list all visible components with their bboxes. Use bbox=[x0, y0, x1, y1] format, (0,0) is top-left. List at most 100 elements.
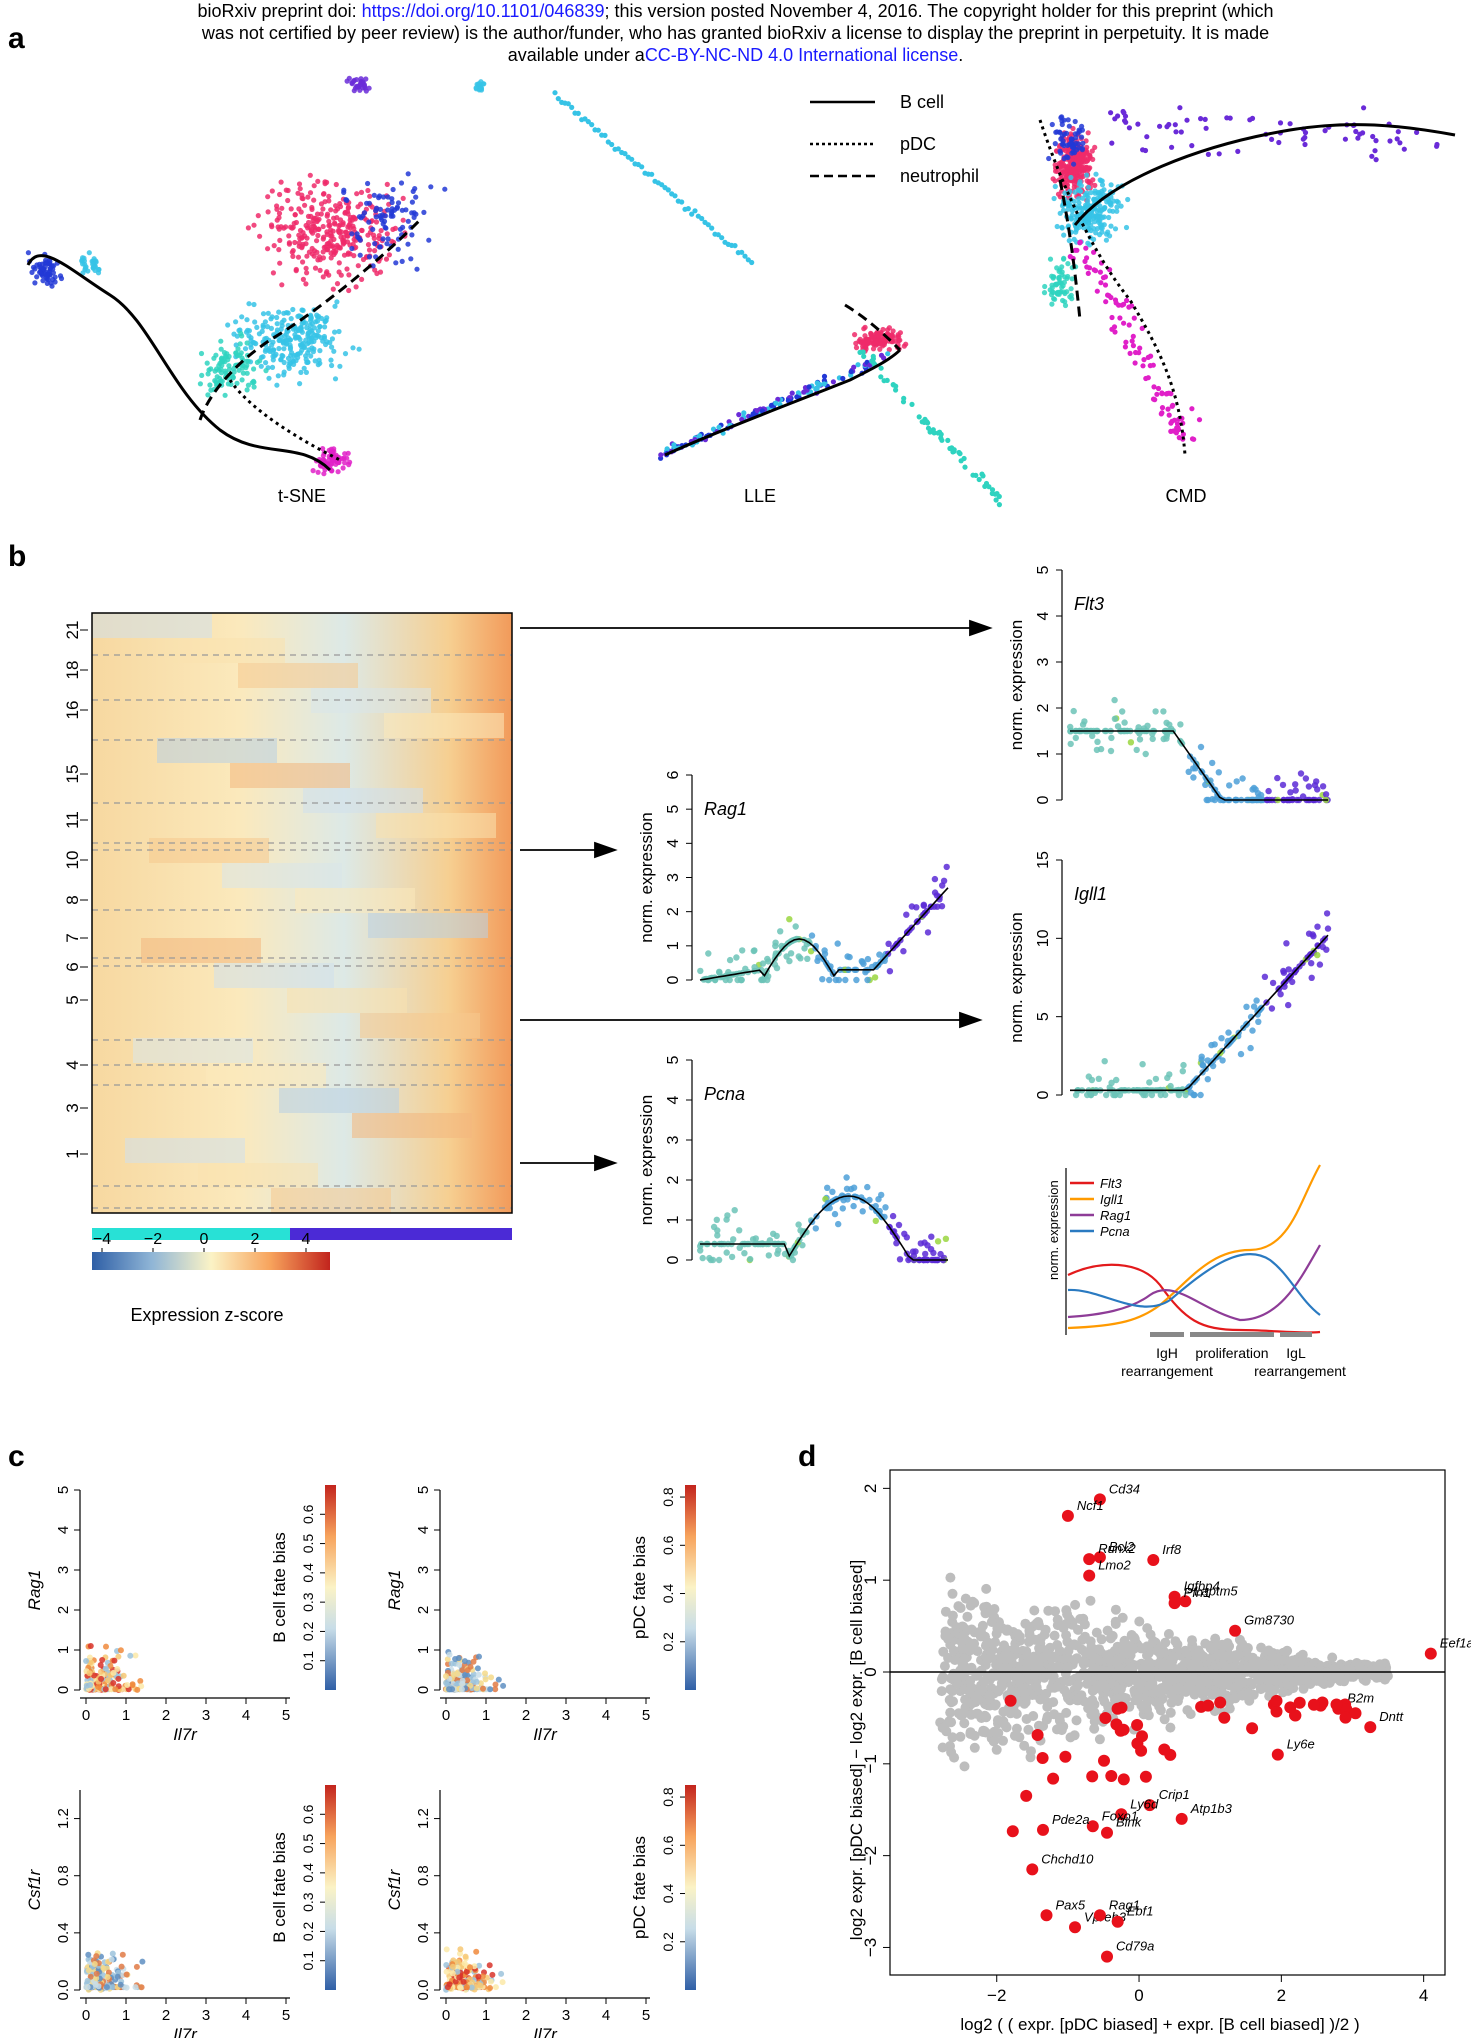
cell-point bbox=[340, 221, 346, 228]
cell-point bbox=[473, 1948, 480, 1955]
cell-point bbox=[1314, 951, 1321, 959]
cell-point bbox=[269, 314, 275, 320]
cell-point bbox=[300, 276, 306, 282]
cell-point bbox=[87, 1682, 94, 1688]
cell-point bbox=[1072, 734, 1080, 742]
cell-point bbox=[1197, 743, 1205, 751]
cell-point bbox=[943, 863, 950, 871]
cell-point bbox=[1121, 110, 1127, 116]
cell-point bbox=[1076, 181, 1082, 187]
cell-point bbox=[812, 1225, 819, 1232]
cell-point bbox=[271, 243, 277, 249]
cell-point bbox=[224, 351, 230, 357]
heatmap-row-label: 5 bbox=[63, 995, 82, 1004]
cell-point bbox=[786, 957, 793, 965]
cell-point bbox=[270, 270, 276, 276]
cell-point bbox=[1233, 778, 1240, 785]
cell-point bbox=[866, 1196, 873, 1204]
cell-point bbox=[1353, 128, 1359, 135]
cell-point bbox=[1052, 141, 1058, 147]
cell-point bbox=[413, 211, 419, 217]
cell-point bbox=[552, 90, 558, 96]
cell-point bbox=[1249, 1027, 1256, 1034]
cell-point bbox=[265, 246, 271, 252]
cell-point bbox=[749, 1236, 757, 1243]
x-tick-label: 5 bbox=[282, 2007, 290, 2024]
cell-point bbox=[349, 217, 355, 223]
gene-point bbox=[947, 1588, 958, 1599]
heatmap-cluster-band bbox=[165, 638, 285, 663]
cell-point bbox=[332, 376, 339, 382]
cell-point bbox=[1360, 130, 1366, 136]
cell-point bbox=[629, 156, 635, 162]
doi-link[interactable]: https://doi.org/10.1101/046839 bbox=[361, 1, 605, 21]
cell-point bbox=[372, 267, 378, 273]
cell-point bbox=[795, 953, 802, 960]
cell-point bbox=[199, 372, 205, 378]
cell-point bbox=[1085, 195, 1091, 201]
cell-point bbox=[1108, 110, 1114, 116]
cell-point bbox=[317, 267, 323, 273]
cell-point bbox=[297, 186, 303, 192]
cell-point bbox=[873, 338, 879, 344]
cell-point bbox=[97, 1662, 104, 1668]
cell-point bbox=[344, 455, 350, 461]
cell-point bbox=[855, 362, 861, 368]
cell-point bbox=[709, 225, 715, 231]
cell-point bbox=[457, 1950, 463, 1957]
fate-bias-colorbar bbox=[685, 1485, 696, 1690]
cell-point bbox=[861, 339, 867, 345]
cell-point bbox=[772, 939, 779, 946]
cell-point bbox=[492, 1984, 499, 1991]
cell-point bbox=[715, 232, 721, 238]
cell-point bbox=[226, 363, 232, 369]
cell-point bbox=[283, 187, 289, 193]
cell-point bbox=[896, 334, 902, 340]
gene-point bbox=[1110, 1604, 1121, 1615]
cell-point bbox=[1126, 304, 1132, 310]
cell-point bbox=[264, 324, 271, 330]
cell-point bbox=[303, 369, 309, 375]
cell-point bbox=[488, 1674, 495, 1681]
y-tick-label: 5 bbox=[55, 1486, 72, 1494]
smoothed-trend bbox=[700, 1195, 948, 1261]
cell-point bbox=[789, 390, 795, 396]
cell-point bbox=[870, 346, 877, 352]
cell-point bbox=[942, 1235, 950, 1242]
cell-point bbox=[367, 193, 373, 199]
zscore-colorbar-ticks: −4 −2 0 2 4 bbox=[93, 1231, 311, 1252]
ma-background-points bbox=[935, 1572, 1393, 1772]
y-axis-label: Rag1 bbox=[385, 1570, 404, 1611]
cell-point bbox=[395, 200, 402, 206]
heatmap-cluster-band bbox=[230, 763, 350, 788]
cell-point bbox=[882, 1204, 889, 1211]
cell-point bbox=[783, 953, 790, 960]
cell-point bbox=[100, 1965, 107, 1972]
cell-point bbox=[881, 342, 887, 348]
panel-b-label: b bbox=[8, 540, 27, 573]
x-axis-label: Il7r bbox=[533, 2025, 558, 2038]
cell-point bbox=[1076, 196, 1082, 202]
gene-point bbox=[1165, 1722, 1176, 1733]
cell-point bbox=[1243, 1003, 1250, 1010]
cell-point bbox=[299, 307, 305, 313]
license-link[interactable]: CC-BY-NC-ND 4.0 International license bbox=[644, 45, 959, 65]
cell-point bbox=[1108, 182, 1114, 188]
cell-point bbox=[251, 384, 257, 390]
cell-point bbox=[857, 349, 863, 355]
cell-point bbox=[806, 384, 812, 390]
cell-point bbox=[120, 1672, 127, 1679]
cell-point bbox=[893, 1240, 900, 1247]
cell-point bbox=[353, 77, 360, 83]
cell-point bbox=[218, 338, 224, 344]
cell-point bbox=[1110, 1091, 1117, 1099]
cell-point bbox=[281, 359, 287, 366]
cell-point bbox=[303, 241, 309, 247]
colorbar-tick-label: 0.6 bbox=[660, 1535, 676, 1555]
heatmap-row-label: 18 bbox=[63, 661, 82, 680]
cell-point bbox=[1071, 166, 1077, 172]
cell-point bbox=[1166, 412, 1172, 418]
